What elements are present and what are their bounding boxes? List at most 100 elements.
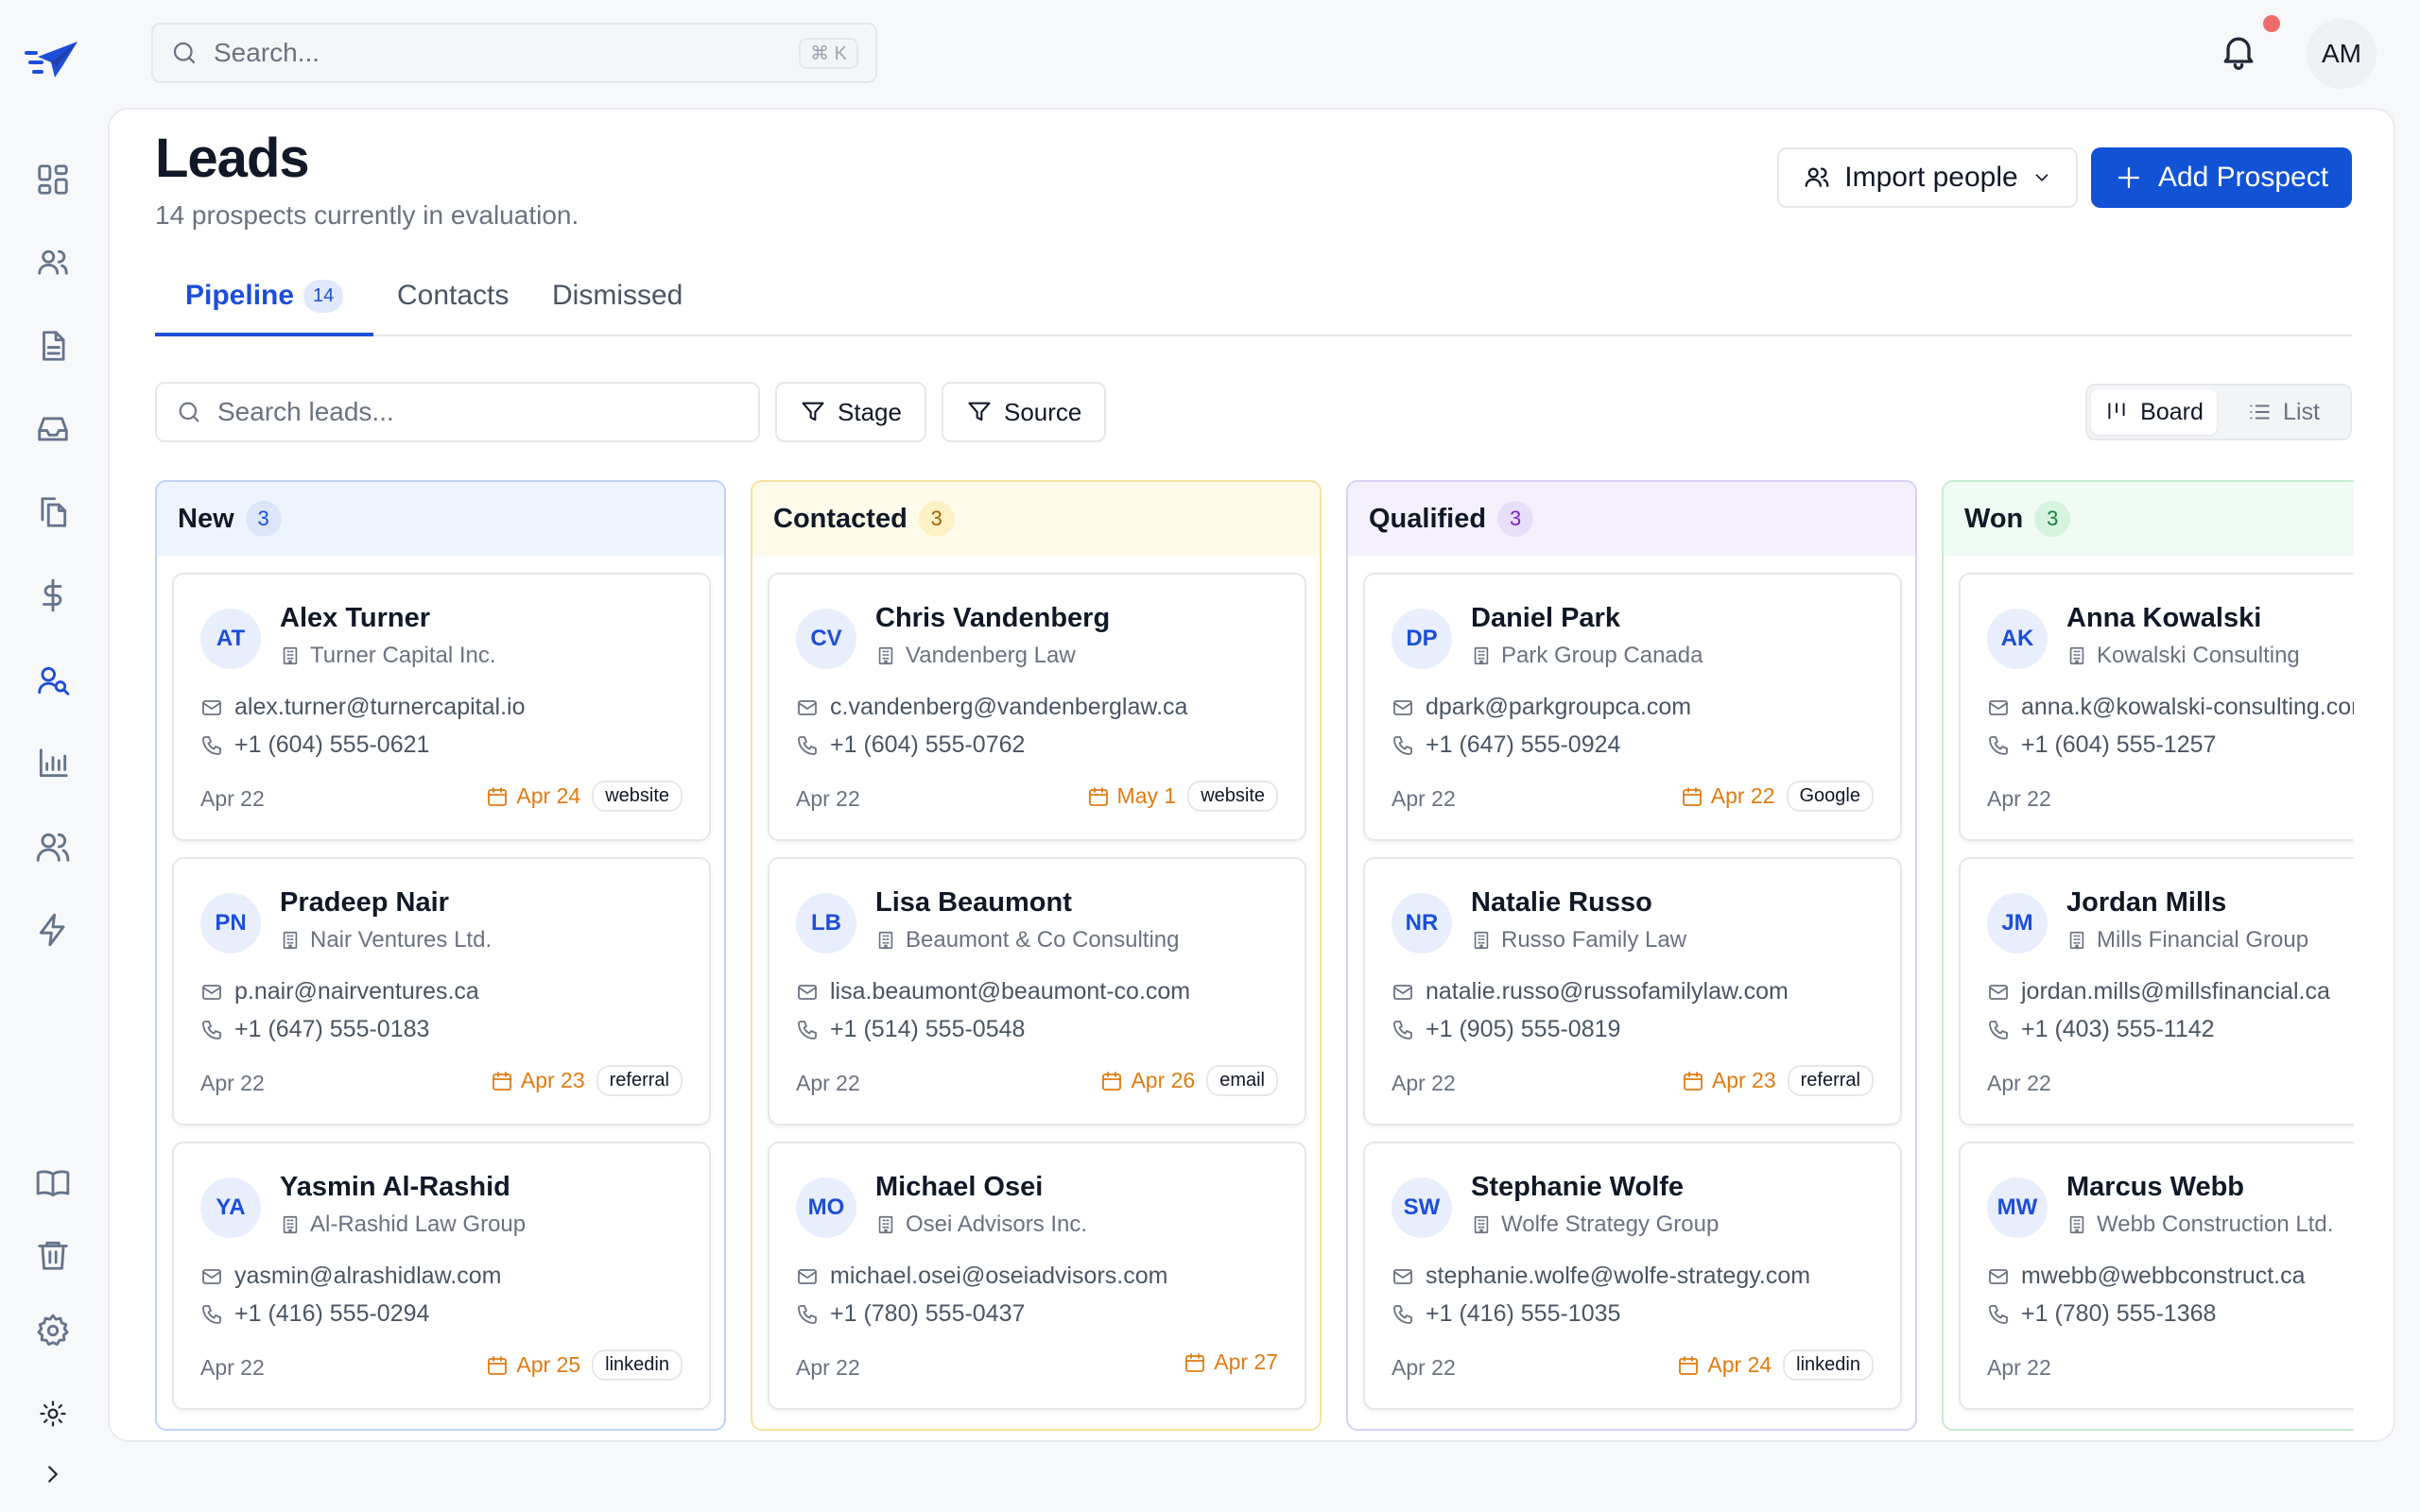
paper-plane-logo-icon[interactable] xyxy=(25,38,81,83)
lead-phone[interactable]: +1 (647) 555-0924 xyxy=(1392,731,1620,759)
lead-phone[interactable]: +1 (416) 555-0294 xyxy=(200,1300,429,1328)
list-view-button[interactable]: List xyxy=(2221,389,2346,435)
lead-card[interactable]: AT Alex Turner Turner Capital Inc. alex.tur… xyxy=(172,573,711,841)
lead-email[interactable]: mwebb@webbconstruct.ca xyxy=(1987,1263,2306,1290)
lead-card[interactable]: YA Yasmin Al-Rashid Al-Rashid Law Group yas… xyxy=(172,1142,711,1410)
tab-dismissed[interactable]: Dismissed xyxy=(552,280,683,336)
lead-card[interactable]: MW Marcus Webb Webb Construction Ltd. mwebb… xyxy=(1959,1142,2354,1410)
lead-email-text: stephanie.wolfe@wolfe-strategy.com xyxy=(1426,1263,1811,1289)
lead-email[interactable]: p.nair@nairventures.ca xyxy=(200,978,479,1005)
lead-phone[interactable]: +1 (647) 555-0183 xyxy=(200,1016,429,1043)
stage-filter-button[interactable]: Stage xyxy=(775,382,926,442)
avatar: AK xyxy=(1987,609,2048,669)
lead-phone[interactable]: +1 (604) 555-0621 xyxy=(200,731,429,759)
lead-phone[interactable]: +1 (403) 555-1142 xyxy=(1987,1016,2215,1043)
lead-email-text: p.nair@nairventures.ca xyxy=(234,978,479,1005)
lead-phone[interactable]: +1 (604) 555-0762 xyxy=(796,731,1025,759)
rail-item-users[interactable] xyxy=(25,234,81,291)
calendar-icon xyxy=(1088,786,1108,806)
card-footer-meta: Apr 24 linkedin xyxy=(1677,1349,1874,1381)
lead-card[interactable]: LB Lisa Beaumont Beaumont & Co Consulting l… xyxy=(768,857,1306,1125)
lead-card[interactable]: PN Pradeep Nair Nair Ventures Ltd. p.nair@n… xyxy=(172,857,711,1125)
lead-card[interactable]: AK Anna Kowalski Kowalski Consulting anna.k… xyxy=(1959,573,2354,841)
rail-item-gear[interactable] xyxy=(25,1302,81,1359)
calendar-icon xyxy=(1102,1071,1122,1091)
lead-phone[interactable]: +1 (780) 555-0437 xyxy=(796,1300,1025,1328)
rail-item-dollar[interactable] xyxy=(25,567,81,624)
import-people-button[interactable]: Import people xyxy=(1777,147,2078,208)
building-icon xyxy=(878,646,893,665)
notifications-bell-icon[interactable] xyxy=(2218,30,2263,76)
rail-item-chevron-right[interactable] xyxy=(25,1446,81,1503)
created-date: Apr 22 xyxy=(200,786,265,811)
avatar: NR xyxy=(1392,893,1452,954)
lead-email[interactable]: anna.k@kowalski-consulting.com xyxy=(1987,694,2354,721)
mail-icon xyxy=(202,699,221,715)
lead-email-text: mwebb@webbconstruct.ca xyxy=(2021,1263,2306,1289)
follow-up-date-text: Apr 24 xyxy=(1707,1352,1772,1377)
lead-email[interactable]: c.vandenberg@vandenberglaw.ca xyxy=(796,694,1187,721)
rail-item-files[interactable] xyxy=(25,484,81,541)
lead-company: Mills Financial Group xyxy=(2066,927,2308,954)
lead-card[interactable]: MO Michael Osei Osei Advisors Inc. michael.… xyxy=(768,1142,1306,1410)
lead-company-text: Wolfe Strategy Group xyxy=(1501,1211,1720,1237)
leads-search[interactable] xyxy=(155,382,760,442)
rail-item-sun[interactable] xyxy=(25,1385,81,1442)
lead-email[interactable]: stephanie.wolfe@wolfe-strategy.com xyxy=(1392,1263,1810,1290)
lead-email[interactable]: michael.osei@oseiadvisors.com xyxy=(796,1263,1167,1290)
tab-contacts[interactable]: Contacts xyxy=(397,280,509,336)
source-filter-label: Source xyxy=(1004,397,1082,426)
lead-company: Wolfe Strategy Group xyxy=(1471,1211,1719,1238)
source-filter-button[interactable]: Source xyxy=(942,382,1107,442)
lead-company: Al-Rashid Law Group xyxy=(280,1211,526,1238)
global-search[interactable]: ⌘ K xyxy=(151,23,877,83)
lead-company: Park Group Canada xyxy=(1471,643,1703,669)
building-icon xyxy=(1474,931,1489,950)
phone-icon xyxy=(1393,1304,1412,1324)
lead-card[interactable]: JM Jordan Mills Mills Financial Group jorda… xyxy=(1959,857,2354,1125)
trash-icon xyxy=(38,1241,68,1270)
source-tag: website xyxy=(1187,781,1278,812)
lead-card[interactable]: NR Natalie Russo Russo Family Law natalie.r… xyxy=(1363,857,1902,1125)
lead-email[interactable]: alex.turner@turnercapital.io xyxy=(200,694,525,721)
source-tag: Google xyxy=(1786,781,1874,812)
lead-email[interactable]: yasmin@alrashidlaw.com xyxy=(200,1263,501,1290)
building-icon xyxy=(283,1215,298,1234)
board-view-button[interactable]: Board xyxy=(2091,389,2217,435)
lead-phone[interactable]: +1 (780) 555-1368 xyxy=(1987,1300,2216,1328)
lead-card[interactable]: DP Daniel Park Park Group Canada dpark@park… xyxy=(1363,573,1902,841)
lead-email[interactable]: dpark@parkgroupca.com xyxy=(1392,694,1691,721)
lead-email[interactable]: natalie.russo@russofamilylaw.com xyxy=(1392,978,1789,1005)
lead-card[interactable]: SW Stephanie Wolfe Wolfe Strategy Group ste… xyxy=(1363,1142,1902,1410)
card-footer-meta: Apr 27 xyxy=(1184,1349,1278,1375)
rail-item-trash[interactable] xyxy=(25,1227,81,1283)
lead-phone[interactable]: +1 (905) 555-0819 xyxy=(1392,1016,1620,1043)
lead-company-text: Beaumont & Co Consulting xyxy=(906,927,1180,953)
rail-item-book[interactable] xyxy=(25,1155,81,1211)
lead-card[interactable]: CV Chris Vandenberg Vandenberg Law c.vanden… xyxy=(768,573,1306,841)
created-date: Apr 22 xyxy=(1987,1071,2051,1095)
lead-phone[interactable]: +1 (416) 555-1035 xyxy=(1392,1300,1620,1328)
rail-item-leads[interactable] xyxy=(25,652,81,709)
column-title: Won xyxy=(1964,503,2024,534)
user-avatar[interactable]: AM xyxy=(2307,19,2377,89)
lead-email-text: natalie.russo@russofamilylaw.com xyxy=(1426,978,1789,1005)
lead-phone[interactable]: +1 (514) 555-0548 xyxy=(796,1016,1025,1043)
rail-item-inbox[interactable] xyxy=(25,401,81,457)
tab-pipeline[interactable]: Pipeline 14 xyxy=(155,280,374,336)
rail-item-dashboard[interactable] xyxy=(25,151,81,208)
lead-email[interactable]: lisa.beaumont@beaumont-co.com xyxy=(796,978,1190,1005)
lead-company: Beaumont & Co Consulting xyxy=(875,927,1180,954)
global-search-input[interactable] xyxy=(214,38,800,68)
lead-phone[interactable]: +1 (604) 555-1257 xyxy=(1987,731,2216,759)
lead-email-text: lisa.beaumont@beaumont-co.com xyxy=(830,978,1191,1005)
rail-item-document[interactable] xyxy=(25,318,81,374)
mail-icon xyxy=(1989,1268,2008,1284)
rail-item-team[interactable] xyxy=(25,818,81,875)
rail-item-bolt[interactable] xyxy=(25,902,81,958)
add-prospect-button[interactable]: Add Prospect xyxy=(2091,147,2352,208)
lead-email-text: dpark@parkgroupca.com xyxy=(1426,694,1692,720)
rail-item-chart[interactable] xyxy=(25,735,81,792)
leads-search-input[interactable] xyxy=(217,397,739,427)
lead-email[interactable]: jordan.mills@millsfinancial.ca xyxy=(1987,978,2330,1005)
